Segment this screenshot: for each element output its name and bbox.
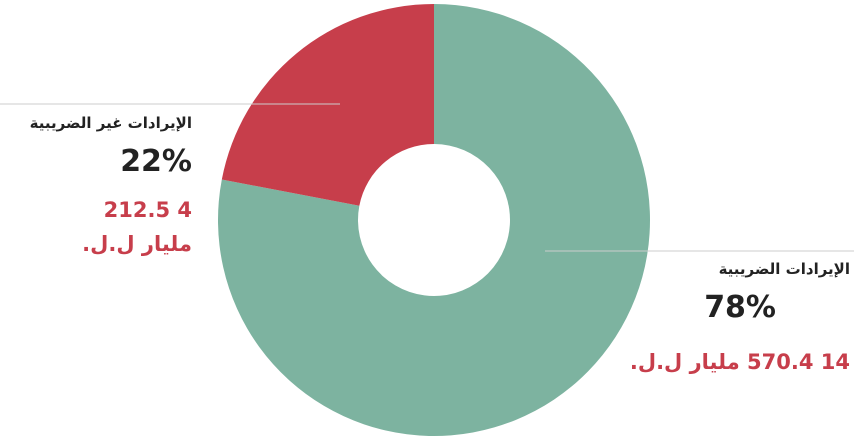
label-non-tax-revenue: الإيرادات غير الضريبية 22% 4 212.5 مليار… bbox=[30, 114, 192, 261]
label-tax-revenue: الإيرادات الضريبية 78% 14 570.4 مليار ل.… bbox=[630, 260, 850, 379]
percent-label-tax: 78% bbox=[704, 290, 776, 325]
amount-label-tax: 14 570.4 مليار ل.ل. bbox=[629, 350, 850, 374]
percent-label-non-tax: 22% bbox=[120, 144, 192, 179]
category-label-non-tax: الإيرادات غير الضريبية bbox=[29, 114, 192, 132]
amount-label-non-tax: 4 212.5 مليار ل.ل. bbox=[82, 198, 192, 256]
slice-tax-revenue[interactable] bbox=[218, 4, 650, 436]
slice-non-tax-revenue[interactable] bbox=[221, 4, 434, 206]
category-label-tax: الإيرادات الضريبية bbox=[718, 260, 850, 278]
